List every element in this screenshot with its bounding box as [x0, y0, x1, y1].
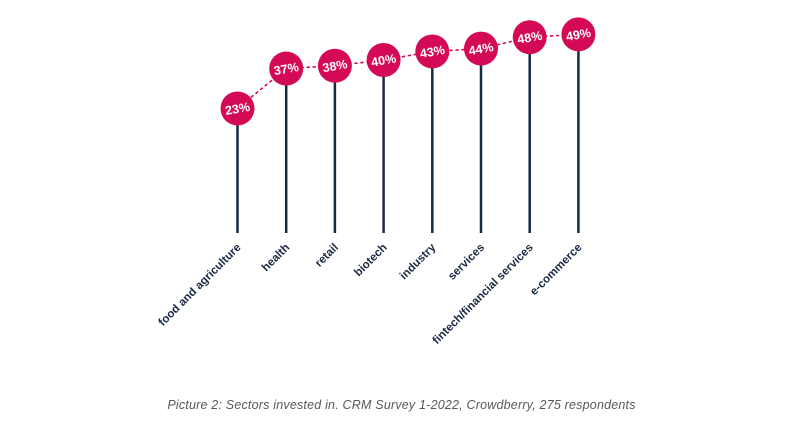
lollipop-bubble	[317, 48, 352, 83]
category-label: fintech/financial services	[431, 242, 536, 347]
value-label: 23%	[224, 100, 251, 118]
lollipop-bubble	[269, 51, 304, 86]
figure-caption: Picture 2: Sectors invested in. CRM Surv…	[167, 398, 636, 412]
value-label: 49%	[565, 26, 592, 44]
value-label: 37%	[273, 60, 300, 78]
lollipop-chart: 23% food and agriculture 37% health 38% retai…	[157, 17, 596, 347]
value-label: 38%	[321, 57, 348, 75]
chart-canvas: 23% food and agriculture 37% health 38% retai…	[157, 17, 596, 347]
category-label: retail	[313, 242, 341, 270]
value-label: 44%	[468, 40, 495, 58]
category-label: e-commerce	[528, 242, 584, 298]
lollipop-bubble	[415, 34, 450, 69]
value-label: 48%	[516, 29, 543, 47]
value-label: 40%	[370, 51, 397, 69]
value-label: 43%	[419, 43, 446, 61]
lollipop-bubble	[220, 91, 255, 126]
category-label: industry	[398, 241, 439, 282]
category-label: health	[260, 242, 292, 274]
lollipop-bubble	[464, 31, 498, 66]
lollipop-bubble	[561, 17, 596, 52]
category-label: services	[446, 242, 487, 283]
lollipop-bubble	[512, 20, 547, 55]
category-label: biotech	[352, 242, 389, 279]
lollipop-bubble	[366, 43, 401, 77]
category-label: food and agriculture	[157, 242, 244, 329]
